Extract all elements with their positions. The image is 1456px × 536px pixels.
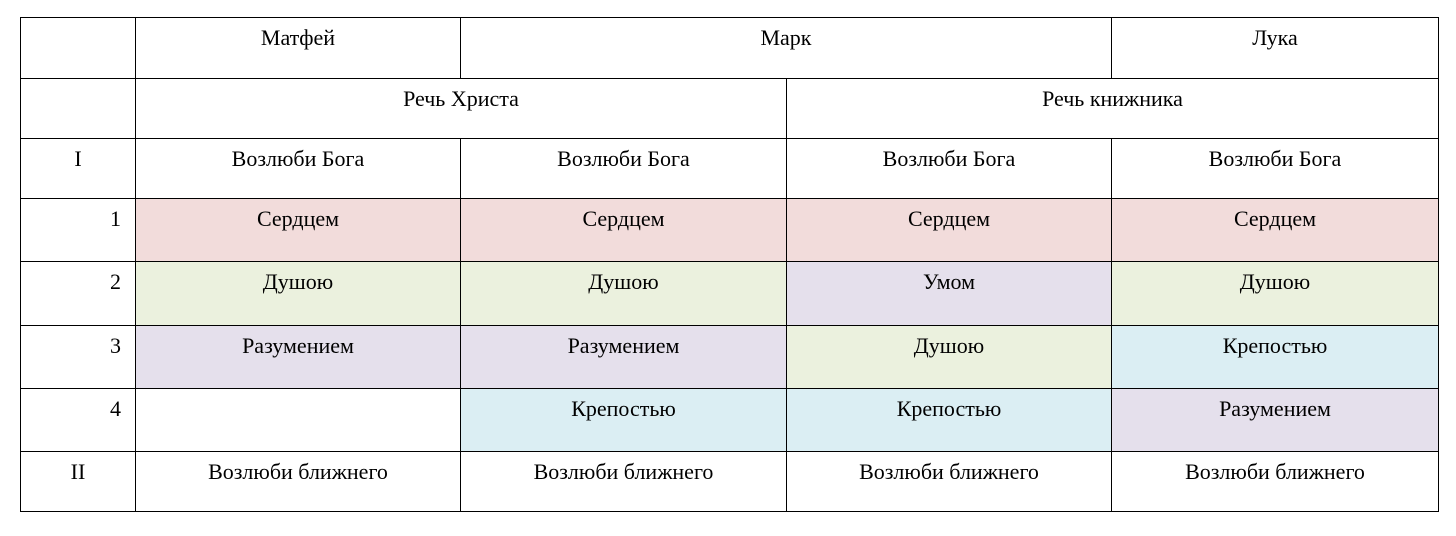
row-label: 4 [20,388,136,452]
row-label: 2 [20,261,136,326]
header-matthew: Матфей [135,17,461,79]
cell: Возлюби Бога [135,138,461,199]
header-scribe-speech: Речь книжника [786,78,1439,139]
header-row-speakers: Речь Христа Речь книжника [20,78,1439,139]
table-row: 2 Душою Душою Умом Душою [20,261,1439,326]
row-label: 1 [20,198,136,262]
header-row-gospels: Матфей Марк Лука [20,17,1439,79]
header-christ-speech: Речь Христа [135,78,787,139]
cell: Сердцем [135,198,461,262]
cell: Крепостью [786,388,1112,452]
table-row: 1 Сердцем Сердцем Сердцем Сердцем [20,198,1439,262]
cell: Возлюби ближнего [135,451,461,512]
cell: Умом [786,261,1112,326]
table-row: I Возлюби Бога Возлюби Бога Возлюби Бога… [20,138,1439,199]
table-row: 3 Разумением Разумением Душою Крепостью [20,325,1439,389]
cell: Крепостью [460,388,787,452]
cell [135,388,461,452]
cell: Возлюби Бога [786,138,1112,199]
row-label: I [20,138,136,199]
gospel-comparison-table: Матфей Марк Лука Речь Христа Речь книжни… [20,17,1439,512]
cell: Душою [786,325,1112,389]
corner-cell [20,17,136,79]
row-label: 3 [20,325,136,389]
table-row: II Возлюби ближнего Возлюби ближнего Воз… [20,451,1439,512]
cell: Разумением [1111,388,1439,452]
cell: Крепостью [1111,325,1439,389]
cell: Возлюби Бога [1111,138,1439,199]
cell: Сердцем [786,198,1112,262]
cell: Возлюби ближнего [1111,451,1439,512]
table-row: 4 Крепостью Крепостью Разумением [20,388,1439,452]
cell: Разумением [135,325,461,389]
header-luke: Лука [1111,17,1439,79]
cell: Разумением [460,325,787,389]
cell: Возлюби ближнего [460,451,787,512]
cell: Возлюби Бога [460,138,787,199]
header-mark: Марк [460,17,1112,79]
row-label: II [20,451,136,512]
corner-cell [20,78,136,139]
cell: Сердцем [1111,198,1439,262]
cell: Душою [135,261,461,326]
cell: Возлюби ближнего [786,451,1112,512]
cell: Душою [460,261,787,326]
cell: Сердцем [460,198,787,262]
cell: Душою [1111,261,1439,326]
